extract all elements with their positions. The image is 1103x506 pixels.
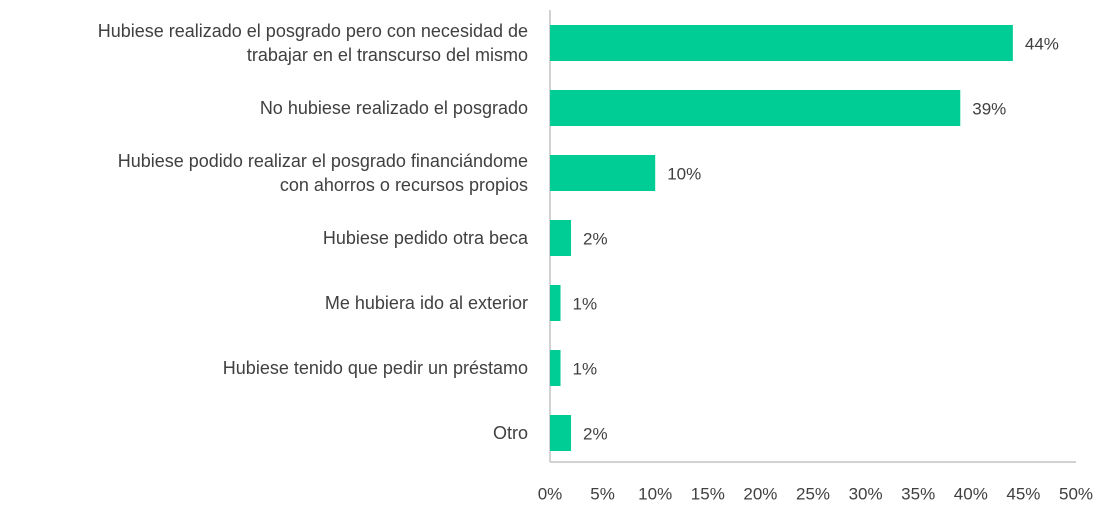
bar <box>550 285 561 321</box>
bar <box>550 220 572 256</box>
category-label: Hubiese tenido que pedir un préstamo <box>222 358 528 378</box>
bar <box>550 415 572 451</box>
category-label: Hubiese pedido otra beca <box>322 228 528 248</box>
category-label: Me hubiera ido al exterior <box>324 293 528 313</box>
x-tick-label: 45% <box>1006 484 1040 503</box>
x-tick-label: 5% <box>590 484 615 503</box>
x-tick-label: 0% <box>538 484 563 503</box>
x-tick-label: 50% <box>1059 484 1093 503</box>
value-label: 2% <box>583 424 608 443</box>
x-tick-label: 25% <box>796 484 830 503</box>
category-label: No hubiese realizado el posgrado <box>259 98 528 118</box>
category-label: Hubiese realizado el posgrado pero con n… <box>97 21 528 65</box>
bar <box>550 25 1013 61</box>
x-tick-label: 20% <box>743 484 777 503</box>
bar <box>550 350 561 386</box>
value-label: 44% <box>1025 34 1059 53</box>
value-label: 1% <box>573 359 598 378</box>
category-label: Hubiese podido realizar el posgrado fina… <box>117 151 528 195</box>
x-tick-label: 10% <box>638 484 672 503</box>
x-tick-label: 30% <box>849 484 883 503</box>
bar <box>550 90 961 126</box>
bar <box>550 155 656 191</box>
value-label: 10% <box>667 164 701 183</box>
x-tick-label: 15% <box>691 484 725 503</box>
value-label: 1% <box>573 294 598 313</box>
value-label: 2% <box>583 229 608 248</box>
x-tick-label: 40% <box>954 484 988 503</box>
value-label: 39% <box>972 99 1006 118</box>
category-label: Otro <box>492 423 528 443</box>
x-tick-label: 35% <box>901 484 935 503</box>
